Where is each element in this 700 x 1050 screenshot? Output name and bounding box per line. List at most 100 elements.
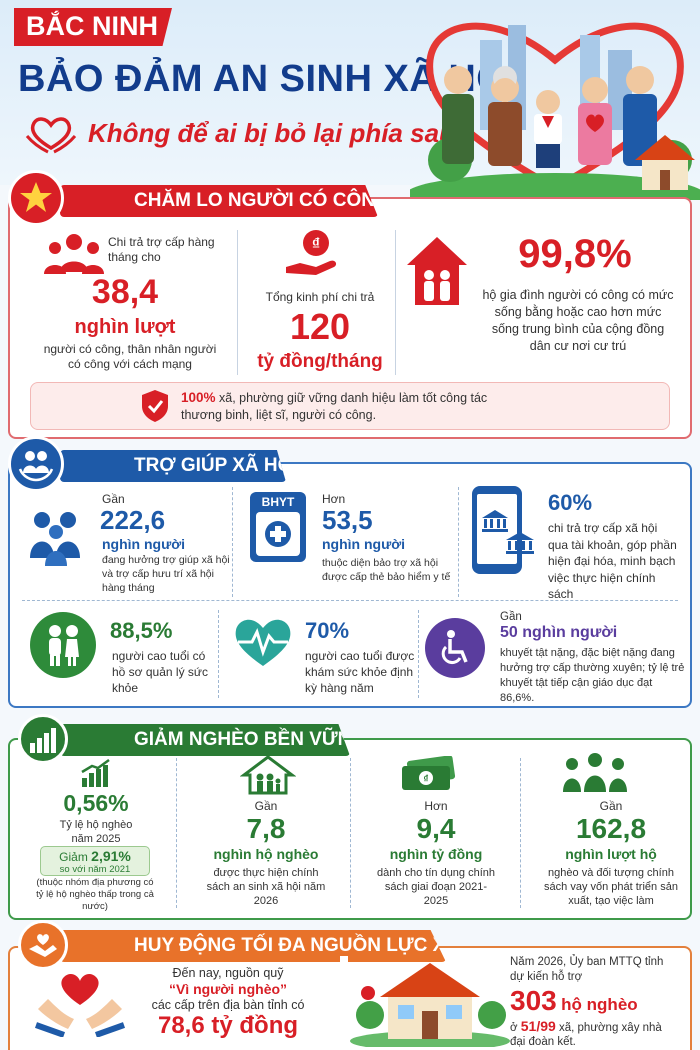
s3-badge-lead: Giảm: [59, 850, 92, 864]
s2-item6-prefix: Gần: [500, 611, 522, 623]
s3-item1-desc: Tỷ lệ hộ nghèo năm 2025: [59, 819, 133, 845]
hands-heart-icon: [34, 974, 126, 1037]
svg-text:₫: ₫: [312, 236, 320, 253]
s1-note-text: xã, phường giữ vững danh hiệu làm tốt cô…: [181, 391, 488, 422]
s3-badge-value: 2,91%: [91, 848, 131, 864]
handshake-heart-icon: [18, 920, 68, 970]
s3-item2-unit: nghìn hộ nghèo: [213, 846, 319, 862]
s2-item2-prefix: Hơn: [322, 492, 346, 506]
money-hand-icon: ₫: [286, 230, 337, 275]
s4-house-text: ở 51/99 xã, phường xây nhà đại đoàn kết.: [510, 1019, 680, 1049]
money-stack-icon: ₫: [402, 756, 456, 790]
crowd-icon: [563, 753, 627, 792]
s3-item1-value: 0,56%: [63, 790, 129, 816]
divider: [395, 230, 396, 375]
s3-item4-prefix: Gần: [599, 799, 623, 813]
s4-house-rest: xã, phường xây nhà đại đoàn kết.: [510, 1022, 662, 1048]
wheelchair-icon: [425, 618, 485, 678]
s1-note-value: 100%: [181, 390, 216, 405]
house-family-icon: [407, 237, 467, 305]
province-label: BẮC NINH: [14, 8, 172, 46]
divider: [176, 758, 177, 908]
s1-col1-value: 38,4: [91, 273, 159, 311]
s3-item4-unit: nghìn lượt hộ: [565, 846, 657, 862]
bar-chart-icon: [18, 714, 68, 764]
smartphone-bank-icon: [472, 486, 534, 574]
divider: [237, 230, 238, 375]
s2-item6-value: 50 nghìn người: [500, 624, 618, 641]
s1-col1-desc: người có công, thân nhân người có công v…: [43, 342, 217, 371]
divider: [350, 758, 351, 908]
s2-item1-prefix: Gần: [102, 492, 125, 506]
heart-hands-icon: [25, 117, 77, 154]
s3-badge-line: Giảm 2,91%: [41, 848, 149, 864]
s3-item3-unit: nghìn tỷ đồng: [389, 846, 483, 862]
section-title-nguoi-co-cong: CHĂM LO NGƯỜI CÓ CÔNG: [60, 185, 378, 217]
family-illustration: [410, 22, 700, 200]
s2-item5-desc: người cao tuổi được khám sức khỏe định k…: [305, 649, 415, 695]
s2-item1-unit: nghìn người: [102, 536, 186, 552]
divider: [218, 610, 219, 698]
s4-fund-name: “Vì người nghèo”: [168, 981, 288, 997]
s2-item2-unit: nghìn người: [322, 536, 406, 552]
s3-item2-desc: được thực hiện chính sách an sinh xã hội…: [206, 867, 326, 907]
s4-fund-text: các cấp trên địa bàn tỉnh có: [151, 998, 305, 1012]
s1-col2-lead: Tổng kinh phí chi trả: [265, 290, 375, 304]
divider: [418, 610, 419, 698]
section-title-huy-dong: HUY ĐỘNG TỐI ĐA NGUỒN LỰC XÃ HỘI: [60, 930, 446, 962]
s4-house-value: 303: [510, 985, 557, 1016]
s1-col2-unit: tỷ đồng/tháng: [257, 351, 383, 372]
s2-item6-desc: khuyết tật nặng, đặc biệt nặng đang hưởn…: [500, 647, 685, 704]
section-title-giam-ngheo: GIẢM NGHÈO BỀN VỮNG: [60, 724, 350, 756]
people-group-icon: [44, 234, 104, 274]
section-title-tro-giup-xa-hoi: TRỢ GIÚP XÃ HỘI: [60, 450, 286, 482]
star-flag-icon: [8, 170, 64, 226]
s2-item1-value: 222,6: [100, 505, 166, 535]
s1-note: 100% xã, phường giữ vững danh hiệu làm t…: [181, 389, 511, 424]
bhyt-label: BHYT: [261, 495, 295, 509]
shield-check-icon: [142, 390, 168, 422]
divider: [22, 600, 678, 601]
s2-item3-value: 60%: [548, 490, 593, 515]
house-icon: [350, 963, 510, 1047]
s3-item3-value: 9,4: [416, 813, 456, 844]
s4-house-lead: Năm 2026, Ủy ban MTTQ tỉnh dự kiến hỗ tr…: [510, 956, 664, 983]
heartbeat-icon: [232, 614, 294, 668]
s2-item4-desc: người cao tuổi có hồ sơ quản lý sức khỏe: [112, 649, 208, 695]
s4-house-ratio: 51/99: [520, 1018, 556, 1034]
s2-item2-desc: thuộc diện bảo trợ xã hội được cấp thẻ b…: [322, 557, 451, 583]
plus-icon: [265, 521, 291, 547]
s3-item4-desc: nghèo và đối tượng chính sách vay vốn ph…: [544, 867, 678, 907]
s3-item3-prefix: Hơn: [424, 799, 448, 813]
growth-chart-icon: [81, 758, 110, 787]
s2-item2-value: 53,5: [322, 505, 373, 535]
s4-house-prefix: ở: [510, 1022, 521, 1034]
s4-house-unit: hộ nghèo: [561, 995, 638, 1014]
family-care-icon: [8, 436, 64, 492]
s4-house-count: 303 hộ nghèo: [510, 985, 638, 1017]
s1-col2-value: 120: [289, 306, 351, 347]
health-insurance-card-icon: BHYT: [250, 492, 306, 562]
elderly-couple-icon: [30, 612, 96, 678]
divider: [232, 487, 233, 597]
s3-badge-sub: so với năm 2021: [59, 864, 131, 875]
page-subtitle: Không để ai bị bỏ lại phía sau: [88, 118, 455, 148]
people-group-icon: [30, 512, 80, 566]
s2-item3-desc: chi trả trợ cấp xã hội qua tài khoản, gó…: [548, 521, 677, 601]
spacer: [340, 956, 348, 1046]
s4-fund-lead: Đến nay, nguồn quỹ: [172, 966, 284, 980]
s4-fund-value: 78,6 tỷ đồng: [157, 1012, 299, 1039]
s3-item1-note: (thuộc nhóm địa phương có tỷ lệ hộ nghèo…: [36, 877, 154, 912]
s2-item5-value: 70%: [305, 618, 350, 643]
s1-col1-unit: nghìn lượt: [74, 316, 176, 338]
s3-item3-desc: dành cho tín dụng chính sách giai đoạn 2…: [376, 867, 496, 907]
s3-item2-value: 7,8: [246, 813, 286, 844]
divider: [520, 758, 521, 908]
s1-note-box: [30, 382, 670, 430]
divider: [458, 487, 459, 597]
section-huy-dong-nguon-luc: [8, 946, 692, 1050]
svg-text:₫: ₫: [423, 774, 428, 785]
s3-item2-prefix: Gần: [254, 799, 278, 813]
s3-item4-value: 162,8: [575, 813, 647, 844]
s2-item1-desc: đang hưởng trợ giúp xã hội và trợ cấp hư…: [102, 554, 230, 594]
